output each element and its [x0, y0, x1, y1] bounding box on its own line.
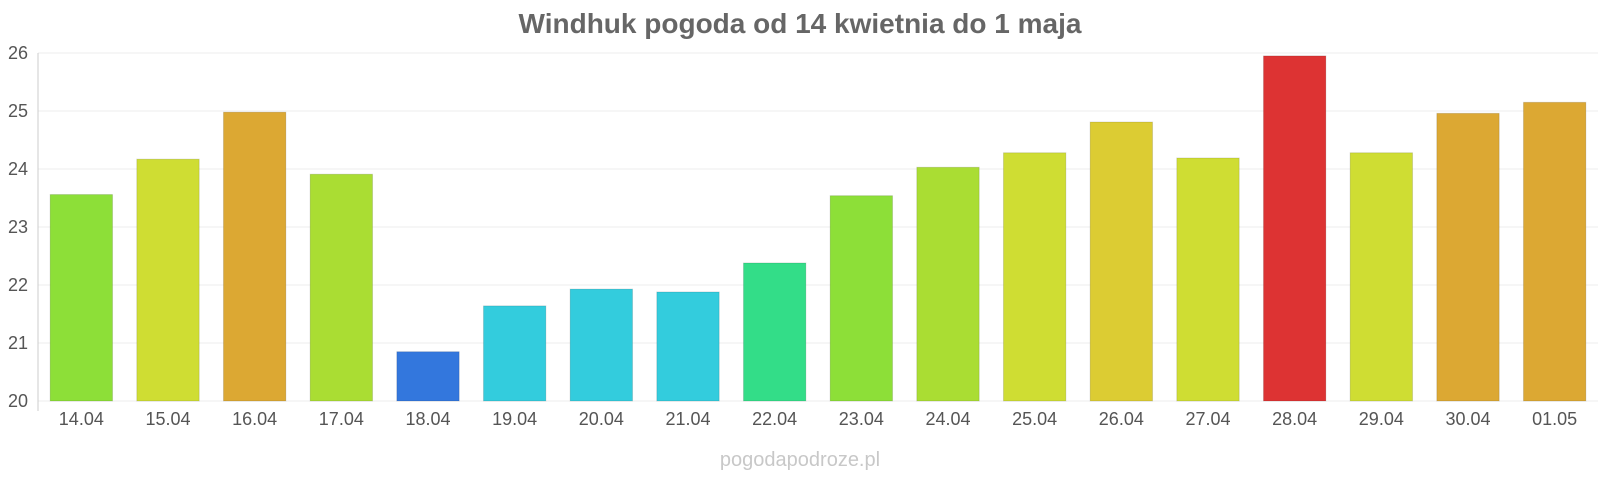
bar-23.04: [829, 195, 894, 402]
bar-25.04: [1002, 152, 1067, 402]
y-tick-label: 25: [8, 101, 28, 121]
y-tick-label: 24: [8, 159, 28, 179]
x-tick-label: 19.04: [492, 409, 537, 429]
x-tick-label: 30.04: [1445, 409, 1490, 429]
x-tick-label: 24.04: [925, 409, 970, 429]
chart-title: Windhuk pogoda od 14 kwietnia do 1 maja: [519, 8, 1082, 39]
x-tick-label: 20.04: [579, 409, 624, 429]
y-tick-label: 26: [8, 43, 28, 63]
bar-01.05: [1522, 101, 1587, 402]
x-tick-label: 17.04: [319, 409, 364, 429]
x-tick-label: 23.04: [839, 409, 884, 429]
x-tick-label: 16.04: [232, 409, 277, 429]
bar-14.04: [49, 194, 114, 402]
bars-layer: [49, 55, 1587, 402]
x-tick-label: 01.05: [1532, 409, 1577, 429]
x-tick-label: 15.04: [145, 409, 190, 429]
x-tick-label: 22.04: [752, 409, 797, 429]
bar-17.04: [309, 173, 374, 402]
bar-28.04: [1262, 55, 1327, 402]
x-tick-label: 18.04: [405, 409, 450, 429]
x-tick-label: 25.04: [1012, 409, 1057, 429]
bar-30.04: [1436, 112, 1500, 402]
x-tick-label: 28.04: [1272, 409, 1317, 429]
bar-18.04: [396, 351, 460, 402]
grid-layer: [37, 52, 1598, 411]
x-tick-label: 29.04: [1359, 409, 1404, 429]
bar-19.04: [482, 305, 547, 402]
bar-27.04: [1176, 157, 1240, 402]
bar-16.04: [222, 111, 287, 402]
x-tick-label: 26.04: [1099, 409, 1144, 429]
x-tick-label: 27.04: [1185, 409, 1230, 429]
y-tick-label: 22: [8, 275, 28, 295]
bar-22.04: [742, 262, 807, 402]
bar-20.04: [569, 288, 634, 402]
bar-29.04: [1349, 152, 1414, 402]
y-axis: 20 21 22 23 24 25 26: [8, 43, 28, 411]
bar-21.04: [656, 291, 720, 402]
x-tick-label: 21.04: [665, 409, 710, 429]
y-tick-label: 21: [8, 333, 28, 353]
x-axis: 14.04 15.04 16.04 17.04 18.04 19.04 20.04 21.04…: [59, 409, 1577, 429]
watermark-text: pogodapodroze.pl: [720, 449, 880, 471]
y-tick-label: 20: [8, 391, 28, 411]
bar-24.04: [916, 166, 980, 402]
bar-26.04: [1089, 121, 1154, 402]
y-tick-label: 23: [8, 217, 28, 237]
bar-15.04: [136, 158, 200, 402]
x-tick-label: 14.04: [59, 409, 104, 429]
